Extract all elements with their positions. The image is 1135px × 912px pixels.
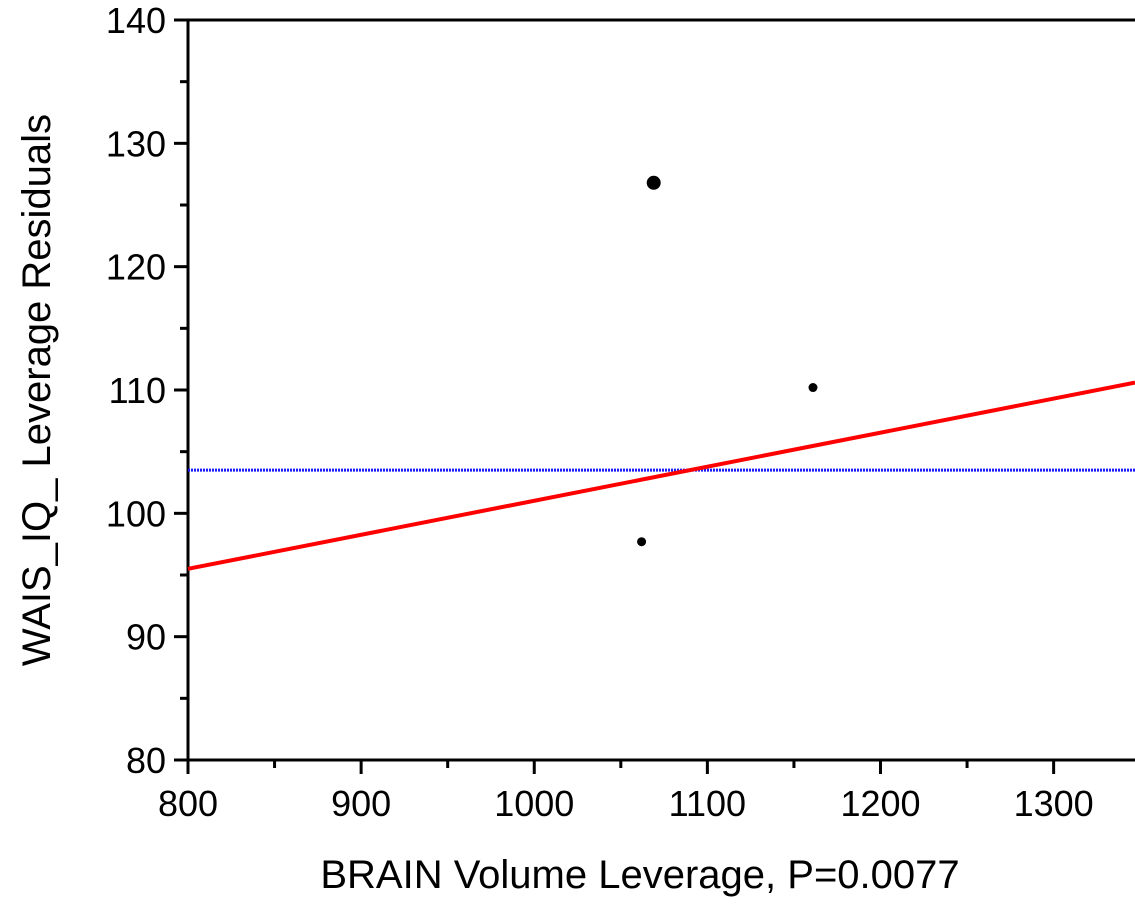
- y-tick-label: 90: [126, 617, 166, 658]
- data-point: [646, 175, 661, 190]
- x-tick-label: 800: [158, 783, 218, 824]
- x-tick-label: 1100: [669, 783, 746, 824]
- y-tick-label: 100: [106, 493, 166, 534]
- x-axis-title: BRAIN Volume Leverage, P=0.0077: [320, 853, 959, 897]
- data-point: [637, 537, 647, 547]
- x-tick-label: 1200: [840, 783, 920, 824]
- y-tick-label: 120: [106, 247, 166, 288]
- x-tick-label: 1000: [494, 783, 574, 824]
- y-tick-label: 130: [106, 123, 166, 164]
- y-axis-title: WAIS_IQ_ Leverage Residuals: [15, 114, 59, 666]
- x-tick-label: 900: [331, 783, 391, 824]
- y-tick-label: 80: [126, 740, 166, 781]
- x-tick-label: 1300: [1014, 783, 1094, 824]
- fit-line: [187, 380, 1135, 571]
- y-tick-label: 110: [109, 370, 166, 411]
- y-tick-label: 140: [106, 0, 166, 41]
- data-point: [808, 383, 818, 393]
